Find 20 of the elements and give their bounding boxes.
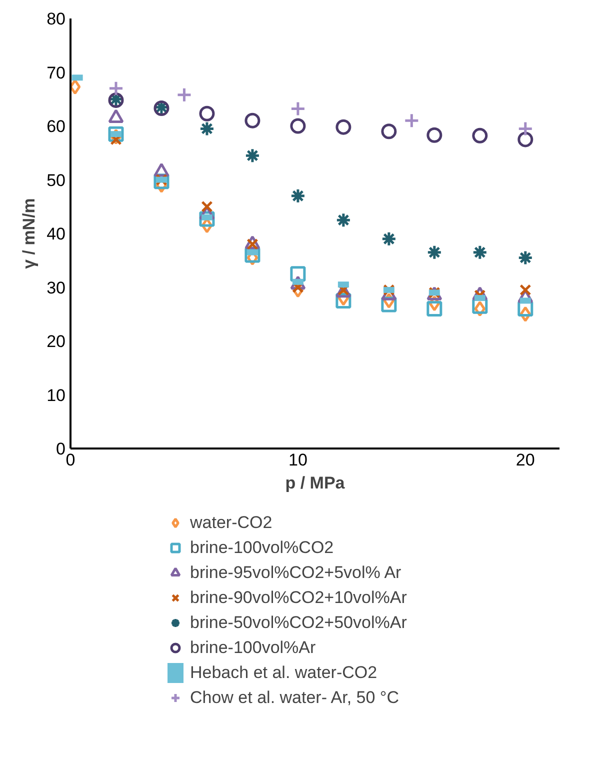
- y-tick-label: 60: [46, 117, 66, 136]
- y-tick-label: 20: [46, 332, 66, 351]
- y-tick-label: 50: [46, 170, 66, 190]
- y-tick-label: 70: [46, 63, 66, 82]
- legend-label: brine-90vol%CO2+10vol%Ar: [190, 586, 407, 608]
- legend-label: Hebach et al. water-CO2: [190, 662, 378, 684]
- y-tick-label: 10: [46, 386, 66, 405]
- legend-label: brine-100vol%CO2: [190, 536, 334, 558]
- legend-label: Chow et al. water- Ar, 50 °C: [190, 686, 399, 708]
- legend-label: brine-50vol%CO2+50vol%Ar: [190, 612, 407, 634]
- y-tick-label: 80: [46, 10, 66, 28]
- x-tick-label: 20: [516, 450, 535, 470]
- x-axis-title: p / MPa: [285, 474, 346, 492]
- y-axis-title: γ / mN/m: [20, 198, 39, 269]
- y-tick-label: 30: [46, 278, 66, 298]
- legend-label: brine-100vol%Ar: [190, 636, 316, 658]
- x-tick-label: 10: [288, 450, 308, 470]
- y-tick-label: 40: [46, 224, 66, 244]
- legend-label: water-CO2: [190, 512, 272, 534]
- legend-label: brine-95vol%CO2+5vol% Ar: [190, 562, 402, 584]
